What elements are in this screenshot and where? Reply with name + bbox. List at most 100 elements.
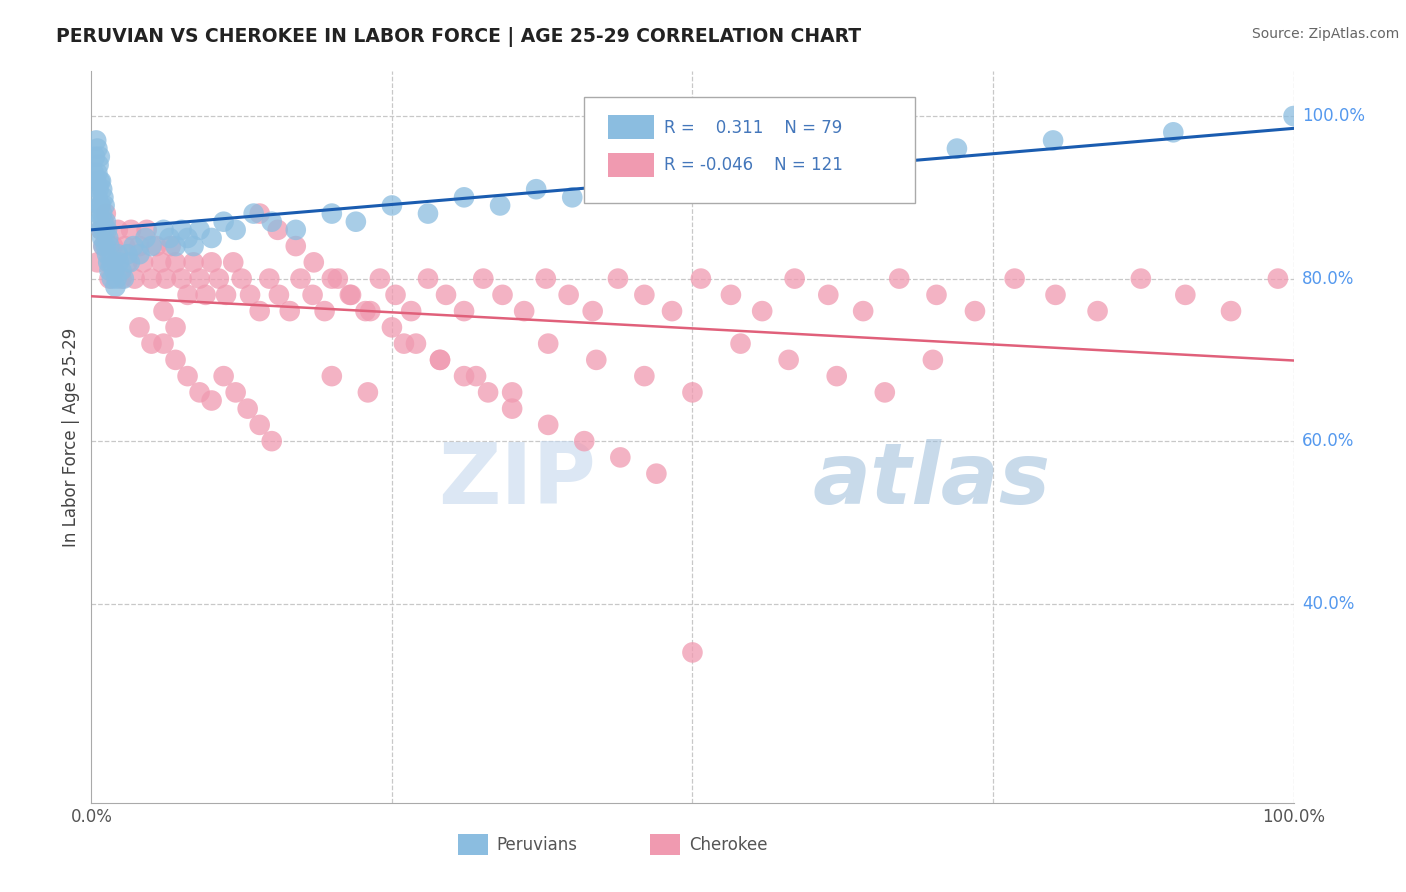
Point <box>249 206 271 220</box>
FancyBboxPatch shape <box>458 833 488 855</box>
Point <box>689 271 711 285</box>
Point <box>491 288 513 302</box>
Point <box>93 239 115 253</box>
Point <box>925 288 948 302</box>
Point <box>90 223 112 237</box>
Point <box>561 190 583 204</box>
Point <box>183 255 205 269</box>
Point <box>100 255 122 269</box>
Point <box>84 133 107 147</box>
Point <box>889 271 911 285</box>
Point <box>416 271 439 285</box>
Point <box>201 393 224 408</box>
Point <box>1045 288 1067 302</box>
Point <box>302 255 325 269</box>
Point <box>117 255 139 269</box>
FancyBboxPatch shape <box>609 153 654 178</box>
Point <box>706 166 728 180</box>
Point <box>110 263 132 277</box>
Point <box>537 417 560 432</box>
Point <box>170 271 193 285</box>
Point <box>93 223 115 237</box>
Point <box>83 166 105 180</box>
Point <box>188 271 211 285</box>
Point <box>201 231 224 245</box>
Point <box>118 255 141 269</box>
Point <box>849 150 872 164</box>
Point <box>94 215 117 229</box>
Text: 60.0%: 60.0% <box>1302 432 1354 450</box>
Point <box>326 271 349 285</box>
Point <box>165 320 187 334</box>
Point <box>98 263 121 277</box>
Point <box>188 385 211 400</box>
Point <box>159 239 181 253</box>
Point <box>290 271 312 285</box>
Point <box>96 223 118 237</box>
Point <box>606 271 628 285</box>
Point <box>165 255 187 269</box>
Point <box>368 271 391 285</box>
Point <box>93 239 115 253</box>
Point <box>720 288 742 302</box>
Point <box>98 239 121 253</box>
Y-axis label: In Labor Force | Age 25-29: In Labor Force | Age 25-29 <box>62 327 80 547</box>
Point <box>215 288 238 302</box>
Point <box>1174 288 1197 302</box>
FancyBboxPatch shape <box>651 833 681 855</box>
Point <box>176 288 198 302</box>
Point <box>141 336 163 351</box>
Point <box>557 288 579 302</box>
Point <box>176 369 198 384</box>
Point <box>225 223 247 237</box>
Point <box>501 385 523 400</box>
Point <box>236 401 259 416</box>
Point <box>359 304 381 318</box>
Point <box>101 255 124 269</box>
Point <box>159 231 181 245</box>
FancyBboxPatch shape <box>609 114 654 139</box>
Point <box>128 247 150 261</box>
Point <box>537 336 560 351</box>
Point <box>783 271 806 285</box>
Point <box>90 198 112 212</box>
Point <box>91 206 114 220</box>
Point <box>489 198 512 212</box>
Point <box>170 223 193 237</box>
Point <box>87 206 110 220</box>
Point <box>278 304 301 318</box>
Point <box>141 239 163 253</box>
Point <box>354 304 377 318</box>
Point <box>94 206 117 220</box>
Point <box>86 190 108 204</box>
Point <box>249 417 271 432</box>
Point <box>321 369 343 384</box>
Point <box>453 369 475 384</box>
Point <box>963 304 986 318</box>
Point <box>267 223 290 237</box>
Point <box>155 271 177 285</box>
Point <box>108 255 131 269</box>
Text: 40.0%: 40.0% <box>1302 595 1354 613</box>
Point <box>91 231 114 245</box>
Point <box>194 288 217 302</box>
Text: R = -0.046    N = 121: R = -0.046 N = 121 <box>664 156 842 174</box>
Point <box>434 288 457 302</box>
Point <box>681 645 703 659</box>
Point <box>582 304 605 318</box>
Point <box>122 239 145 253</box>
Point <box>609 450 631 465</box>
Point <box>357 385 380 400</box>
Point <box>1267 271 1289 285</box>
Point <box>183 239 205 253</box>
Point <box>89 215 111 229</box>
Point <box>661 304 683 318</box>
Point <box>384 288 406 302</box>
Point <box>107 223 129 237</box>
Point <box>93 198 115 212</box>
Point <box>90 174 112 188</box>
Point <box>98 271 121 285</box>
Point <box>585 352 607 367</box>
Point <box>94 239 117 253</box>
Point <box>429 352 451 367</box>
